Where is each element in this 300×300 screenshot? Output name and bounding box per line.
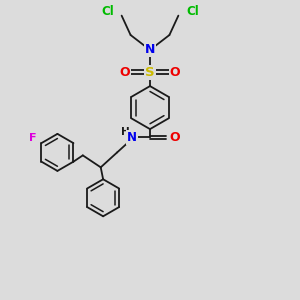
Text: H: H bbox=[121, 127, 130, 137]
Text: O: O bbox=[120, 66, 130, 79]
Text: F: F bbox=[29, 133, 37, 143]
Text: O: O bbox=[170, 66, 180, 79]
Text: Cl: Cl bbox=[101, 5, 114, 18]
Text: S: S bbox=[145, 66, 155, 79]
Text: N: N bbox=[127, 131, 137, 144]
Text: Cl: Cl bbox=[186, 5, 199, 18]
Text: N: N bbox=[145, 44, 155, 56]
Text: O: O bbox=[169, 131, 180, 144]
